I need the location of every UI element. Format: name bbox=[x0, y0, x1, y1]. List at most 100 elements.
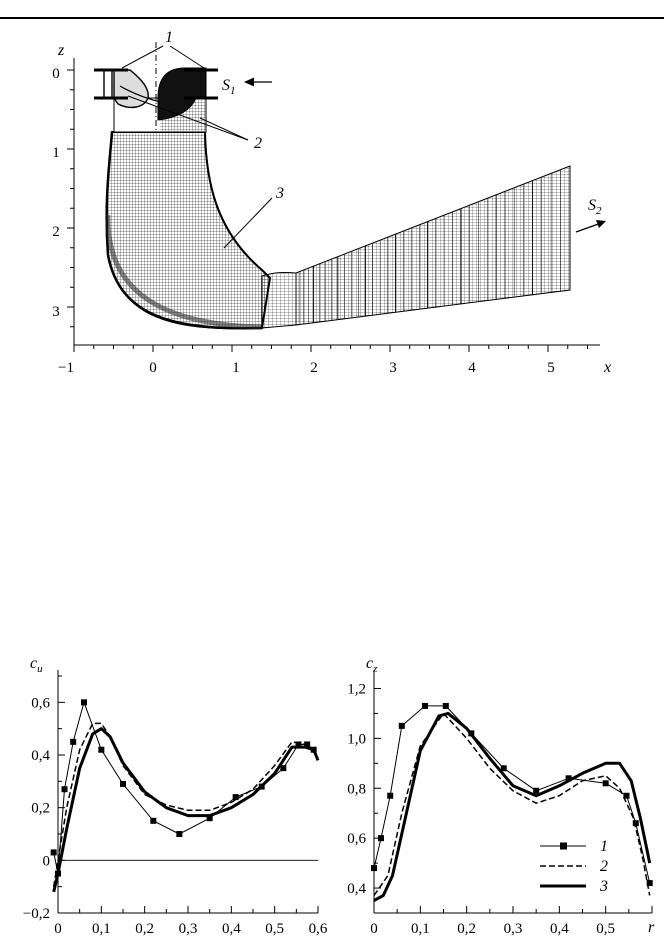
legend-label-3: 3 bbox=[599, 878, 608, 895]
x-tick-label: 2 bbox=[310, 360, 318, 376]
x-tick-label: 0,4 bbox=[550, 921, 569, 937]
series-1-marker bbox=[176, 831, 183, 837]
callout-3: 3 bbox=[275, 185, 284, 202]
x-tick-label: 0 bbox=[149, 360, 157, 376]
x-tick-label: 1 bbox=[232, 360, 240, 376]
x-tick-label: 0,5 bbox=[265, 921, 284, 937]
x-tick-label: 3 bbox=[389, 360, 397, 376]
x-tick-label: 0,1 bbox=[92, 921, 111, 937]
leader-2b bbox=[199, 117, 249, 141]
diffuser-mesh bbox=[261, 165, 571, 329]
axis-ticks bbox=[67, 69, 588, 352]
y-tick-label: 0,4 bbox=[31, 748, 50, 764]
cz-profile-chart: cz r 0 0,1 0,2 0,3 0,4 0,5 0,4 0,6 0,8 1,0 1,2 1 2 3 bbox=[347, 655, 655, 937]
leader-3 bbox=[223, 197, 273, 249]
series-1-marker bbox=[70, 738, 77, 745]
elbow-dark-band bbox=[105, 214, 263, 330]
callout-2: 2 bbox=[254, 135, 262, 152]
z-tick-label: 1 bbox=[52, 145, 60, 161]
series-1-marker bbox=[150, 817, 157, 824]
series-1-marker bbox=[646, 880, 653, 887]
series-1-marker bbox=[442, 702, 449, 709]
draft-tube-mesh-figure: −1 0 1 2 3 4 5 x 0 1 2 3 z 1 2 3 S1 bbox=[52, 29, 611, 376]
cu-profile-chart: cu 0 0,1 0,2 0,3 0,4 0,5 0,6−0,200,20,40,6 bbox=[23, 655, 328, 937]
cz-series bbox=[371, 702, 653, 902]
series-1-marker bbox=[377, 835, 384, 842]
y-axis-label-cz: cz bbox=[366, 655, 378, 675]
y-tick-label: 1,2 bbox=[347, 681, 366, 697]
leader-1b bbox=[169, 45, 205, 69]
outlet-label-s2: S2 bbox=[588, 197, 602, 217]
legend-label-1: 1 bbox=[600, 838, 608, 855]
z-axis-label: z bbox=[57, 42, 65, 59]
x-axis-label: x bbox=[603, 359, 611, 376]
callout-1: 1 bbox=[165, 29, 173, 46]
series-1-marker bbox=[398, 722, 405, 729]
series-1-marker bbox=[61, 786, 68, 793]
series-1-marker bbox=[623, 792, 630, 799]
x-tick-label: 0,2 bbox=[135, 921, 154, 937]
x-tick-label: 0,4 bbox=[222, 921, 241, 937]
series-1-marker bbox=[206, 815, 213, 822]
series-1-marker bbox=[304, 741, 311, 748]
series-1-marker bbox=[98, 746, 105, 753]
x-tick-label: 0,3 bbox=[179, 921, 198, 937]
series-1-line bbox=[53, 701, 315, 874]
x-tick-label: −1 bbox=[58, 360, 74, 376]
y-tick-label: 0,4 bbox=[347, 881, 366, 897]
x-tick-label: 5 bbox=[547, 360, 555, 376]
series-1-marker bbox=[295, 741, 302, 748]
series-1-marker bbox=[602, 780, 609, 787]
series-2-line bbox=[52, 722, 319, 887]
series-1-marker bbox=[632, 820, 639, 827]
x-tick-labels: −1 0 1 2 3 4 5 bbox=[58, 360, 555, 376]
x-tick-label: 0,6 bbox=[309, 921, 328, 937]
x-axis-label-r: r bbox=[648, 919, 655, 936]
x-tick-label: 4 bbox=[468, 360, 476, 376]
y-tick-label: 0,6 bbox=[347, 831, 366, 847]
x-tick-label: 0 bbox=[370, 921, 378, 937]
inlet-label-s1: S1 bbox=[222, 77, 236, 97]
x-tick-label: 0,2 bbox=[457, 921, 476, 937]
series-2-line bbox=[373, 712, 651, 896]
z-tick-label: 0 bbox=[52, 66, 60, 82]
y-tick-label: 1,0 bbox=[347, 731, 366, 747]
cz-tick-labels: 0 0,1 0,2 0,3 0,4 0,5 0,4 0,6 0,8 1,0 1,2 bbox=[347, 681, 615, 937]
series-3-line bbox=[52, 727, 320, 893]
diffuser-section-lines bbox=[295, 166, 571, 325]
cu-axes bbox=[57, 670, 319, 914]
series-1-marker bbox=[120, 780, 126, 787]
x-tick-label: 0,3 bbox=[504, 921, 523, 937]
elbow-outer-boundary bbox=[105, 131, 263, 330]
cu-tick-labels: 0 0,1 0,2 0,3 0,4 0,5 0,6−0,200,20,40,6 bbox=[23, 695, 328, 937]
series-3-line bbox=[373, 711, 652, 902]
y-tick-label: 0,6 bbox=[31, 695, 50, 711]
y-tick-label: 0,8 bbox=[347, 781, 366, 797]
z-tick-labels: 0 1 2 3 bbox=[52, 66, 60, 320]
outlet-arrowhead bbox=[596, 220, 606, 228]
series-1-marker bbox=[387, 792, 394, 799]
series-1-marker bbox=[533, 787, 540, 794]
x-tick-label: 0,1 bbox=[411, 921, 430, 937]
series-1-marker bbox=[280, 765, 287, 772]
blade-outline bbox=[119, 85, 161, 103]
series-1-marker bbox=[371, 865, 377, 872]
leader-2a bbox=[127, 95, 249, 141]
series-1-marker bbox=[232, 794, 239, 801]
series-1-line bbox=[373, 705, 651, 884]
series-1-marker bbox=[500, 765, 507, 772]
x-tick-label: 0,5 bbox=[596, 921, 615, 937]
series-1-marker bbox=[50, 849, 57, 856]
elbow-inner-boundary bbox=[204, 131, 263, 271]
guide-vane-left bbox=[103, 69, 113, 99]
legend-label-2: 2 bbox=[600, 858, 608, 875]
legend-marker-1 bbox=[560, 842, 567, 850]
legend: 1 2 3 bbox=[540, 838, 608, 895]
z-tick-label: 2 bbox=[52, 224, 60, 240]
y-tick-label: 0,2 bbox=[31, 801, 50, 817]
y-axis-label-cu: cu bbox=[30, 655, 43, 675]
leader-1a bbox=[121, 45, 164, 69]
y-tick-label: 0 bbox=[43, 853, 51, 869]
series-1-marker bbox=[81, 699, 87, 706]
z-tick-label: 3 bbox=[52, 304, 60, 320]
